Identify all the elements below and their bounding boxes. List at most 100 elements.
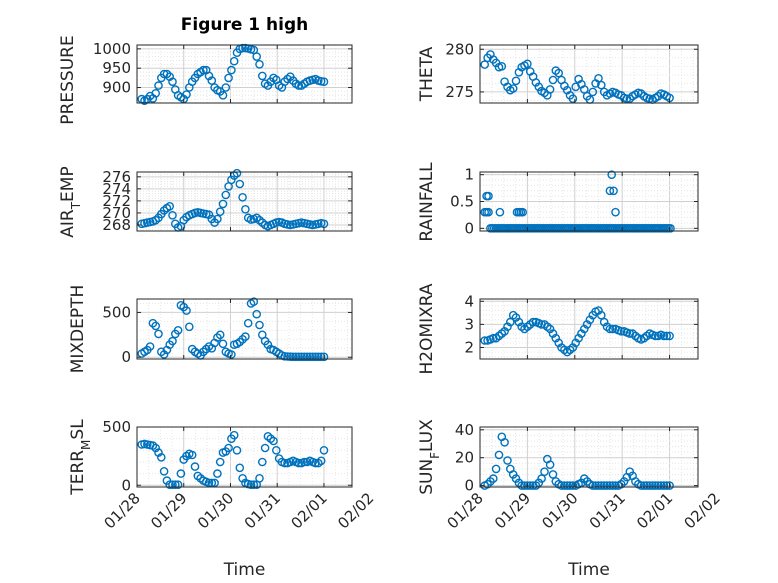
data-point xyxy=(534,82,544,92)
y-tick-label: 0.5 xyxy=(450,193,474,211)
data-point xyxy=(218,91,228,100)
data-point xyxy=(280,351,290,361)
data-point xyxy=(525,481,535,490)
data-point xyxy=(227,65,236,75)
data-point xyxy=(580,474,589,483)
data-point xyxy=(154,329,163,339)
data-point xyxy=(235,463,245,473)
data-point xyxy=(518,207,528,217)
data-point xyxy=(497,62,507,71)
markers-terr-msl xyxy=(137,430,329,490)
markers-air-temp xyxy=(137,168,329,232)
data-point xyxy=(611,207,620,217)
data-point xyxy=(537,474,546,483)
y-tick-label: 0 xyxy=(464,219,474,237)
y-ticks-h2omixra: 2 3 4 xyxy=(464,292,698,356)
data-point xyxy=(280,458,290,468)
data-point xyxy=(187,450,197,460)
data-point xyxy=(523,481,532,490)
axes-box-sun-flux xyxy=(479,426,699,488)
data-point xyxy=(602,481,612,490)
data-point xyxy=(165,480,174,490)
data-point xyxy=(288,352,298,362)
data-point xyxy=(609,186,618,196)
data-point xyxy=(249,297,259,307)
y-tick-label: 500 xyxy=(102,303,131,321)
data-point xyxy=(280,77,290,86)
axes-box-air-temp xyxy=(136,171,353,232)
y-ticks-sun-flux: 0 20 40 xyxy=(455,421,698,495)
data-point xyxy=(148,318,158,328)
y-ticks-mixdepth: 0 500 xyxy=(102,303,352,366)
data-point xyxy=(151,321,160,331)
data-point xyxy=(560,481,569,490)
data-point xyxy=(285,352,295,362)
data-point xyxy=(255,473,264,483)
data-point xyxy=(659,481,669,490)
data-point xyxy=(269,436,278,446)
data-point xyxy=(241,332,250,341)
data-point xyxy=(503,456,512,465)
data-point xyxy=(319,445,329,455)
data-point xyxy=(213,333,222,342)
data-point xyxy=(639,481,649,490)
data-point xyxy=(207,76,217,85)
data-point xyxy=(520,481,529,490)
data-point xyxy=(187,344,197,354)
data-point xyxy=(162,69,172,79)
x-axis-label-sun-flux: Time xyxy=(567,560,610,580)
data-point xyxy=(229,56,239,66)
data-point xyxy=(608,481,618,490)
data-point xyxy=(173,325,183,335)
axes-box-terr-msl xyxy=(136,426,353,488)
data-point xyxy=(184,322,194,332)
data-point xyxy=(625,329,635,338)
panel-theta: 275 280 THETA xyxy=(417,40,699,104)
data-point xyxy=(165,201,174,211)
y-tick-label: 275 xyxy=(445,83,474,101)
data-point xyxy=(213,469,222,478)
data-point xyxy=(488,474,498,483)
data-point xyxy=(252,309,262,319)
data-point xyxy=(302,352,312,362)
x-ticks-theta xyxy=(526,45,671,103)
y-tick-label: 272 xyxy=(102,192,131,210)
data-point xyxy=(190,462,200,471)
y-tick-label: 274 xyxy=(102,180,131,198)
x-axis-label-terr-msl: Time xyxy=(223,560,266,580)
y-axis-label-theta: THETA xyxy=(417,46,437,102)
panel-rainfall: 00.51 RAINFALL xyxy=(417,162,699,242)
data-point xyxy=(243,318,253,328)
data-point xyxy=(568,481,578,490)
data-point xyxy=(560,81,569,91)
data-point xyxy=(651,481,660,490)
data-point xyxy=(257,457,267,467)
data-point xyxy=(227,350,236,359)
data-point xyxy=(159,466,169,476)
data-point xyxy=(255,60,264,69)
data-point xyxy=(224,73,233,83)
data-point xyxy=(651,331,660,341)
data-point xyxy=(582,477,592,486)
data-point xyxy=(218,339,228,349)
data-point xyxy=(176,469,186,478)
data-point xyxy=(665,331,674,341)
data-point xyxy=(662,481,672,490)
y-tick-label: 0 xyxy=(121,476,131,494)
data-point xyxy=(540,467,549,477)
data-point xyxy=(235,337,245,347)
data-point xyxy=(484,191,493,201)
data-point xyxy=(235,179,245,189)
y-axis-label-pressure: PRESSURE xyxy=(58,35,78,124)
data-point xyxy=(221,83,231,92)
y-axis-label-h2omixra: H2OMIXRA xyxy=(417,283,437,374)
y-tick-label: 20 xyxy=(455,449,474,467)
data-point xyxy=(662,331,672,341)
data-point xyxy=(557,481,566,490)
markers-h2omixra xyxy=(480,306,674,357)
data-point xyxy=(257,71,267,81)
data-point xyxy=(204,210,214,219)
data-point xyxy=(508,84,518,93)
